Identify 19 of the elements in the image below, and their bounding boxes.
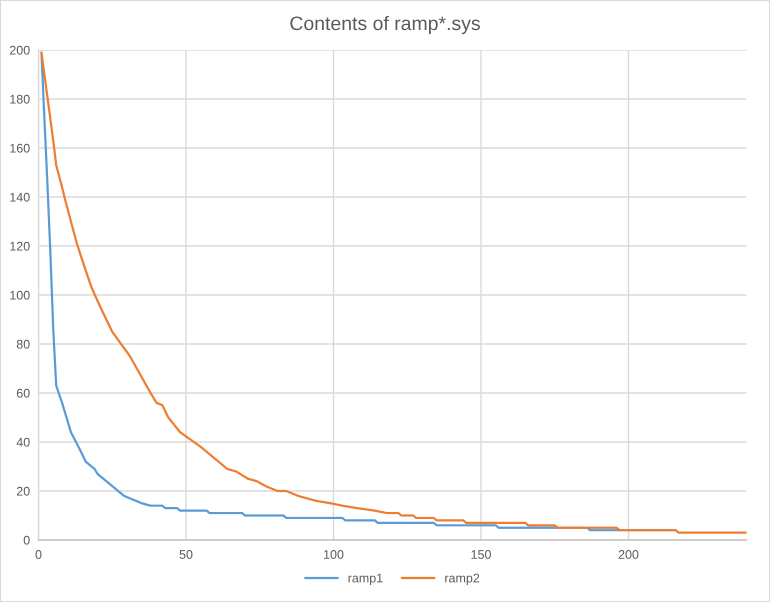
- y-tick-label: 20: [16, 486, 30, 496]
- legend-label: ramp1: [348, 574, 383, 585]
- x-tick-label: 50: [180, 550, 192, 559]
- legend-label: ramp2: [445, 574, 480, 585]
- y-tick-label: 140: [10, 192, 30, 202]
- y-tick-label: 200: [10, 46, 30, 55]
- y-tick-label: 120: [10, 242, 30, 251]
- x-tick-label: 200: [618, 550, 638, 559]
- x-tick-label: 100: [324, 550, 344, 559]
- chart-title: Contents of ramp*.sys: [290, 16, 480, 34]
- y-tick-label: 100: [10, 290, 30, 300]
- y-tick-label: 0: [24, 536, 30, 545]
- x-tick-label: 0: [36, 550, 42, 559]
- x-tick-label: 150: [472, 550, 491, 559]
- y-tick-label: 40: [16, 438, 30, 447]
- y-tick-label: 80: [16, 340, 30, 349]
- y-tick-label: 160: [10, 144, 30, 153]
- y-tick-label: 180: [10, 94, 30, 104]
- y-tick-label: 60: [16, 388, 30, 398]
